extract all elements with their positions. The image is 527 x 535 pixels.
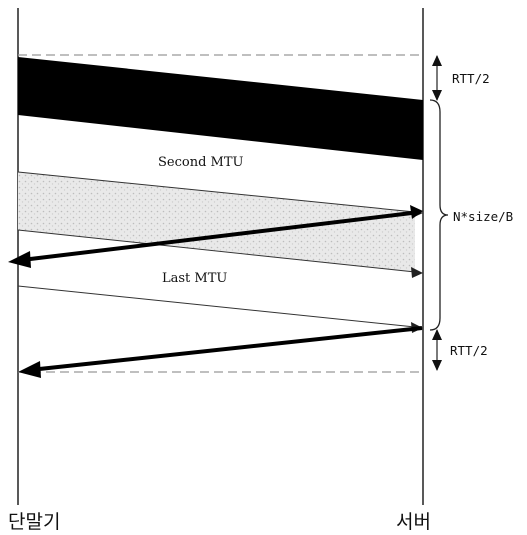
first-mtu-band <box>18 57 423 160</box>
label-last-mtu: Last MTU <box>162 271 227 286</box>
label-rtt-top: RTT/2 <box>452 71 490 86</box>
label-second-mtu: Second MTU <box>158 155 244 170</box>
second-mtu-edge-bottom <box>17 229 416 273</box>
rtt-bottom-arrow-up <box>432 329 442 340</box>
node-terminal: 단말기 <box>8 511 60 533</box>
label-transfer-time: N*size/B <box>453 209 513 224</box>
second-mtu-band <box>18 172 415 272</box>
ack-arrow-first-tail <box>410 205 423 219</box>
second-mtu-edge-top <box>17 171 416 213</box>
last-mtu-edge-top <box>17 285 416 328</box>
label-rtt-bottom: RTT/2 <box>450 343 488 358</box>
node-server: 서버 <box>396 511 431 533</box>
rtt-top-arrow-up <box>432 55 442 66</box>
rtt-top-arrow-down <box>432 90 442 101</box>
transfer-brace <box>429 99 449 331</box>
second-mtu-arrowhead-bottom <box>411 267 423 278</box>
ack-arrow-last-head <box>18 361 41 378</box>
ack-arrow-first-shaft <box>21 210 421 262</box>
rtt-bottom-arrow-down <box>432 360 442 371</box>
ack-arrow-first-head <box>8 251 31 268</box>
ack-arrow-last-shaft <box>29 326 423 372</box>
